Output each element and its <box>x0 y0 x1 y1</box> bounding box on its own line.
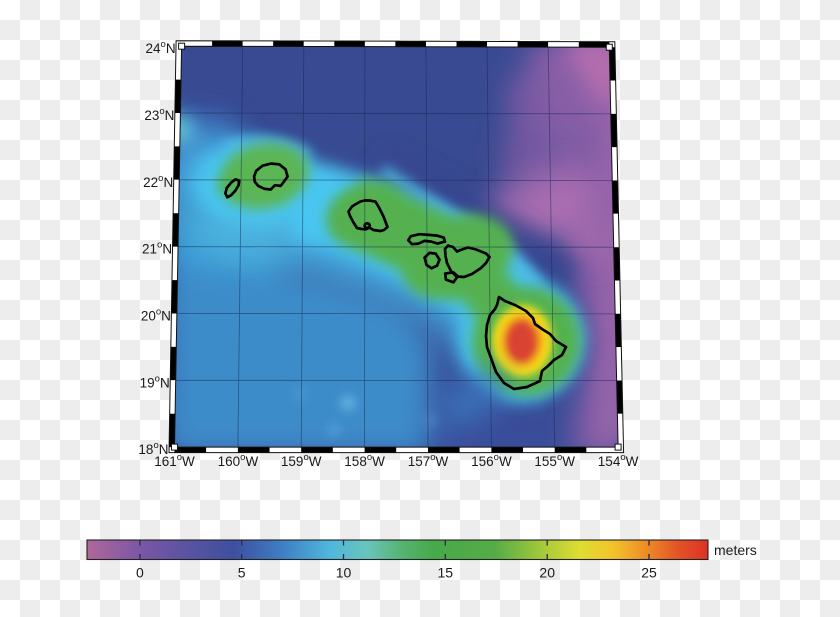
svg-text:159oW: 159oW <box>281 452 322 469</box>
svg-text:161oW: 161oW <box>154 452 195 469</box>
svg-text:19oN: 19oN <box>140 373 170 390</box>
svg-text:10: 10 <box>336 565 352 581</box>
svg-text:20: 20 <box>539 565 555 581</box>
svg-text:156oW: 156oW <box>471 452 512 469</box>
svg-text:154oW: 154oW <box>598 452 639 469</box>
svg-text:0: 0 <box>136 565 144 581</box>
svg-text:25: 25 <box>641 565 657 581</box>
svg-text:meters: meters <box>714 542 757 558</box>
svg-text:5: 5 <box>238 565 246 581</box>
svg-text:158oW: 158oW <box>344 452 385 469</box>
svg-text:20oN: 20oN <box>141 307 171 324</box>
svg-text:23oN: 23oN <box>144 106 174 123</box>
svg-text:22oN: 22oN <box>143 173 173 190</box>
svg-text:15: 15 <box>438 565 454 581</box>
svg-text:155oW: 155oW <box>534 452 575 469</box>
svg-text:160oW: 160oW <box>218 452 259 469</box>
svg-text:24oN: 24oN <box>146 39 176 56</box>
svg-text:18oN: 18oN <box>138 440 168 457</box>
svg-text:157oW: 157oW <box>408 452 449 469</box>
svg-text:21oN: 21oN <box>142 240 172 257</box>
